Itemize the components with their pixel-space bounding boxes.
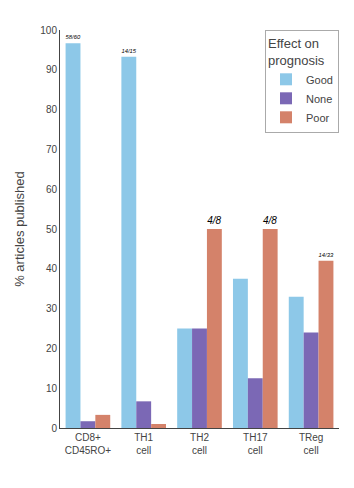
svg-text:4/8: 4/8 xyxy=(207,215,221,226)
svg-text:0: 0 xyxy=(51,423,57,434)
svg-text:% articles published: % articles published xyxy=(12,171,27,287)
svg-text:14/33: 14/33 xyxy=(319,252,334,258)
svg-text:TH17cell: TH17cell xyxy=(243,432,268,456)
svg-text:TRegcell: TRegcell xyxy=(299,432,323,456)
svg-text:Effect onprognosis: Effect onprognosis xyxy=(268,36,325,68)
svg-text:60: 60 xyxy=(46,184,58,195)
svg-text:90: 90 xyxy=(46,64,58,75)
svg-text:Good: Good xyxy=(306,74,333,86)
svg-text:58/60: 58/60 xyxy=(66,34,81,40)
svg-text:None: None xyxy=(306,93,332,105)
svg-text:CD8+CD45RO+: CD8+CD45RO+ xyxy=(65,432,112,456)
svg-text:14/15: 14/15 xyxy=(121,48,136,54)
svg-text:100: 100 xyxy=(40,25,57,36)
svg-text:TH1cell: TH1cell xyxy=(134,432,153,456)
svg-text:40: 40 xyxy=(46,263,58,274)
svg-text:80: 80 xyxy=(46,104,58,115)
svg-text:10: 10 xyxy=(46,383,58,394)
svg-text:20: 20 xyxy=(46,343,58,354)
svg-text:50: 50 xyxy=(46,224,58,235)
svg-text:70: 70 xyxy=(46,144,58,155)
svg-text:4/8: 4/8 xyxy=(263,215,277,226)
svg-text:30: 30 xyxy=(46,303,58,314)
svg-text:Poor: Poor xyxy=(306,112,330,124)
svg-text:TH2cell: TH2cell xyxy=(190,432,209,456)
